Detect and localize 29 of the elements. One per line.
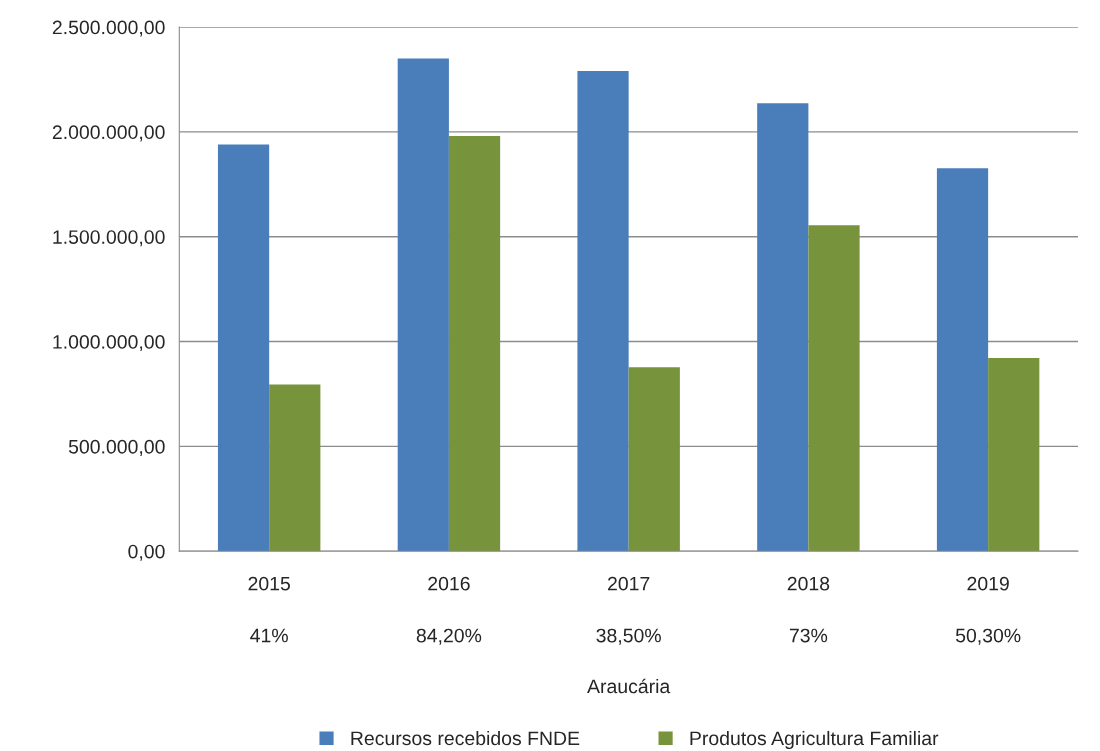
bar bbox=[988, 358, 1040, 552]
bar bbox=[577, 71, 629, 552]
bar bbox=[757, 103, 809, 552]
bar bbox=[628, 367, 680, 552]
x-tick-label: 2019 bbox=[967, 576, 1009, 591]
y-tick-label: 1.000.000,00 bbox=[53, 335, 165, 352]
x-tick-label: 2016 bbox=[428, 576, 470, 591]
bar bbox=[269, 384, 321, 552]
text: 50,30% bbox=[955, 628, 1021, 645]
y-tick-label: 1.500.000,00 bbox=[53, 230, 165, 247]
bar bbox=[397, 58, 449, 552]
x-tick-label: 2018 bbox=[787, 576, 830, 591]
legend-label: Recursos recebidos FNDE bbox=[351, 730, 580, 746]
text: 38,50% bbox=[596, 628, 661, 645]
legend-label: Produtos Agricultura Familiar bbox=[690, 730, 939, 750]
y-tick-label: 2.500.000,00 bbox=[52, 20, 165, 37]
x-axis-title: Araucária bbox=[587, 678, 671, 694]
text: 73% bbox=[789, 628, 828, 643]
y-tick-label: 500.000,00 bbox=[68, 439, 165, 456]
x-tick-label: 2015 bbox=[248, 576, 290, 591]
bar bbox=[936, 168, 989, 552]
text: 41% bbox=[250, 628, 288, 643]
y-tick-label: 2.000.000,00 bbox=[52, 125, 165, 142]
text: 84,20% bbox=[416, 628, 482, 645]
bar bbox=[217, 144, 270, 552]
bar bbox=[448, 136, 501, 552]
bar bbox=[808, 225, 860, 552]
x-tick-label: 2017 bbox=[608, 576, 650, 591]
y-tick-label: 0,00 bbox=[128, 544, 165, 561]
